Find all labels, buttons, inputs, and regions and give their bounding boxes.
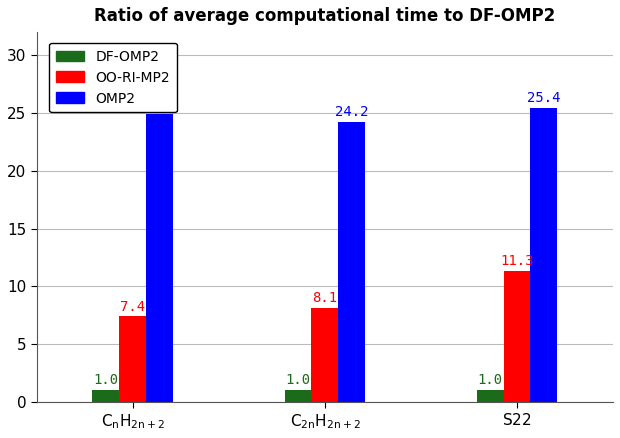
Bar — [503, 271, 531, 402]
Text: 24.9: 24.9 — [143, 97, 177, 111]
Bar — [311, 308, 339, 402]
Title: Ratio of average computational time to DF-OMP2: Ratio of average computational time to D… — [94, 7, 556, 25]
Text: 1.0: 1.0 — [285, 374, 311, 388]
Text: 11.3: 11.3 — [500, 254, 534, 268]
Bar — [477, 390, 503, 402]
Bar — [531, 108, 557, 402]
Bar — [146, 114, 173, 402]
Legend: DF-OMP2, OO-RI-MP2, OMP2: DF-OMP2, OO-RI-MP2, OMP2 — [50, 42, 177, 113]
Text: 1.0: 1.0 — [94, 374, 118, 388]
Bar — [285, 390, 311, 402]
Text: 7.4: 7.4 — [120, 300, 145, 314]
Text: 24.2: 24.2 — [335, 105, 368, 119]
Text: 1.0: 1.0 — [477, 374, 503, 388]
Text: 25.4: 25.4 — [527, 92, 560, 106]
Bar — [339, 122, 365, 402]
Text: 8.1: 8.1 — [312, 291, 337, 305]
Bar — [92, 390, 119, 402]
Bar — [119, 316, 146, 402]
